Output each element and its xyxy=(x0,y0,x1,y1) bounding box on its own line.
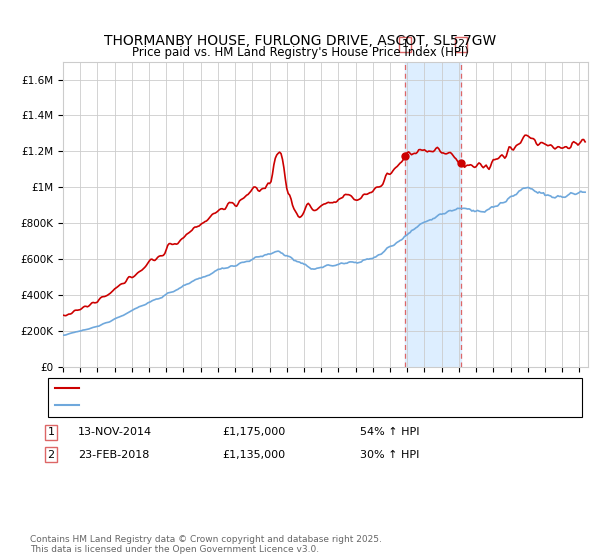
Text: £1,135,000: £1,135,000 xyxy=(222,450,285,460)
Text: 1: 1 xyxy=(47,427,55,437)
Text: £1,175,000: £1,175,000 xyxy=(222,427,285,437)
Text: 30% ↑ HPI: 30% ↑ HPI xyxy=(360,450,419,460)
Text: 13-NOV-2014: 13-NOV-2014 xyxy=(78,427,152,437)
Text: Contains HM Land Registry data © Crown copyright and database right 2025.
This d: Contains HM Land Registry data © Crown c… xyxy=(30,535,382,554)
Text: 1: 1 xyxy=(401,39,409,49)
Text: HPI: Average price, detached house, Windsor and Maidenhead: HPI: Average price, detached house, Wind… xyxy=(83,400,408,410)
Text: THORMANBY HOUSE, FURLONG DRIVE, ASCOT, SL5 7GW (detached house): THORMANBY HOUSE, FURLONG DRIVE, ASCOT, S… xyxy=(83,383,471,393)
Text: THORMANBY HOUSE, FURLONG DRIVE, ASCOT, SL5 7GW: THORMANBY HOUSE, FURLONG DRIVE, ASCOT, S… xyxy=(104,34,496,48)
Text: 54% ↑ HPI: 54% ↑ HPI xyxy=(360,427,419,437)
Text: 2: 2 xyxy=(457,39,464,49)
Text: 2: 2 xyxy=(47,450,55,460)
Text: 23-FEB-2018: 23-FEB-2018 xyxy=(78,450,149,460)
Text: Price paid vs. HM Land Registry's House Price Index (HPI): Price paid vs. HM Land Registry's House … xyxy=(131,46,469,59)
Bar xyxy=(405,62,461,367)
